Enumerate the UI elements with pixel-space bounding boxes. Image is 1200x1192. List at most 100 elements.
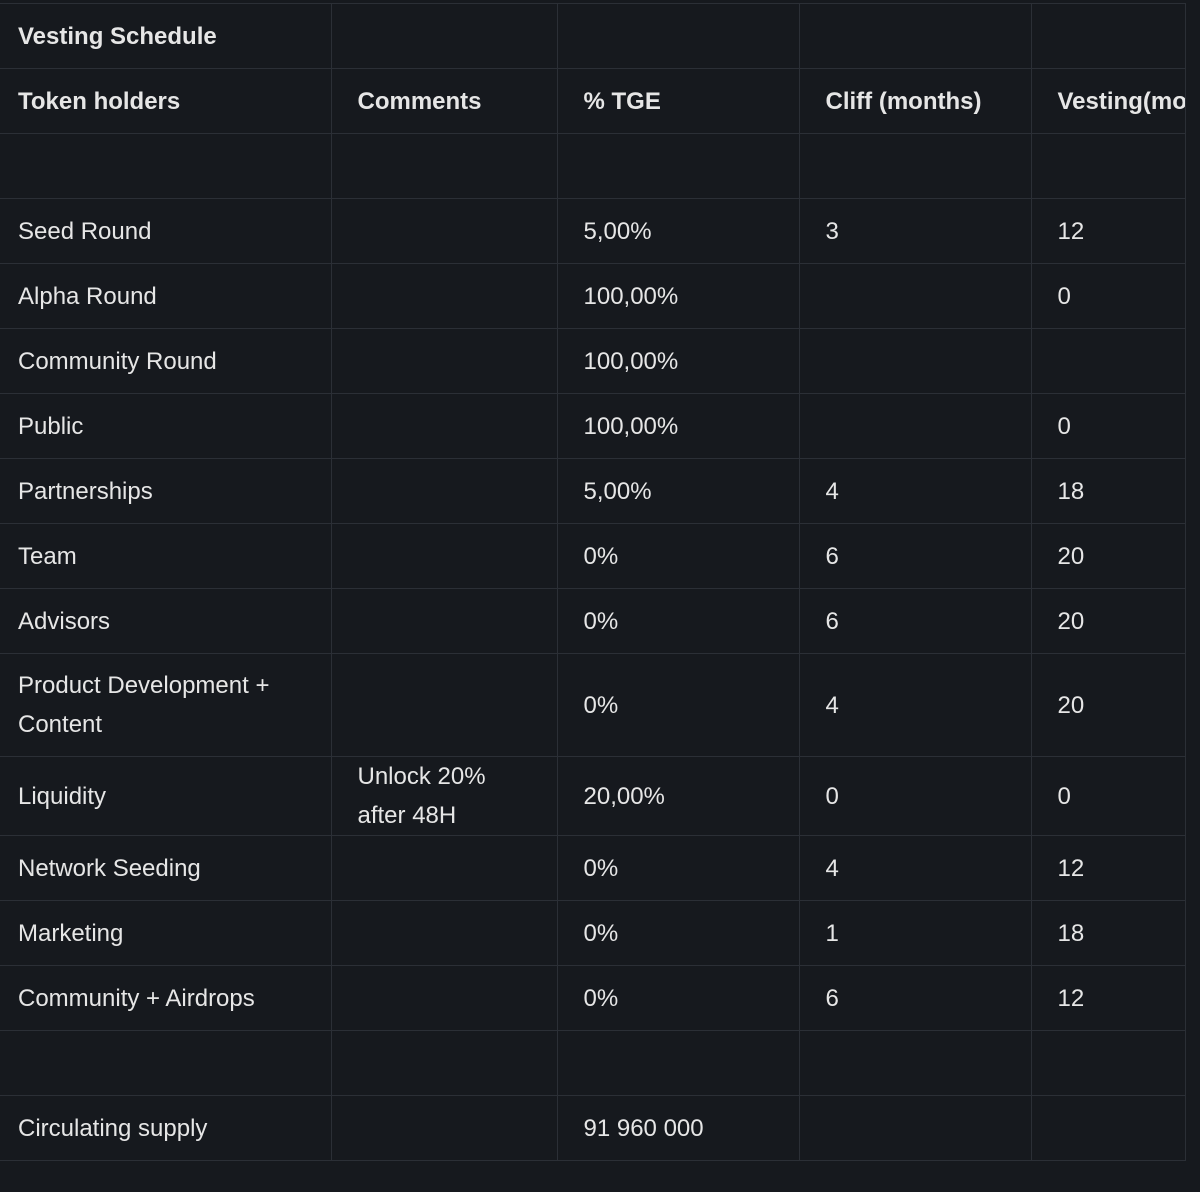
- table-cell: Liquidity: [0, 756, 332, 836]
- table-cell: [799, 1095, 1032, 1161]
- table-row: Community + Airdrops 0% 6 12: [0, 965, 1186, 1031]
- table-cell: Team: [0, 523, 332, 589]
- table-cell: [331, 835, 558, 901]
- table-row: Advisors 0% 6 20: [0, 588, 1186, 654]
- table-row: Public 100,00% 0: [0, 393, 1186, 459]
- table-cell: Seed Round: [0, 198, 332, 264]
- table-cell: [331, 1030, 558, 1096]
- table-cell: [331, 198, 558, 264]
- table-row: Product Development + Content 0% 4 20: [0, 653, 1186, 757]
- table-cell: 4: [799, 458, 1032, 524]
- table-cell: 0%: [557, 900, 800, 966]
- table-cell: [331, 588, 558, 654]
- table-cell: 91 960 000: [557, 1095, 800, 1161]
- table-cell: 100,00%: [557, 263, 800, 329]
- table-cell: [331, 133, 558, 199]
- table-row: Community Round 100,00%: [0, 328, 1186, 394]
- table-cell: 1: [799, 900, 1032, 966]
- table-cell: 0%: [557, 523, 800, 589]
- table-cell: [799, 328, 1032, 394]
- table-cell: Network Seeding: [0, 835, 332, 901]
- table-row: Vesting Schedule: [0, 3, 1186, 69]
- table-cell: [331, 523, 558, 589]
- table-cell: [799, 1030, 1032, 1096]
- table-cell: 20,00%: [557, 756, 800, 836]
- table-cell: [331, 458, 558, 524]
- table-cell: [331, 653, 558, 757]
- table-cell: [331, 3, 558, 69]
- table-cell: 0%: [557, 588, 800, 654]
- table-cell: 18: [1031, 458, 1186, 524]
- table-cell: 12: [1031, 835, 1186, 901]
- table-cell: 6: [799, 588, 1032, 654]
- table-cell: 0%: [557, 653, 800, 757]
- table-cell: Vesting Schedule: [0, 3, 332, 69]
- table-cell: % TGE: [557, 68, 800, 134]
- table-row: Network Seeding 0% 4 12: [0, 835, 1186, 901]
- table-cell: [799, 263, 1032, 329]
- table-row: Partnerships 5,00% 4 18: [0, 458, 1186, 524]
- table-cell: 0%: [557, 965, 800, 1031]
- table-cell: [1031, 328, 1186, 394]
- table-cell: [331, 900, 558, 966]
- table-cell: [557, 1030, 800, 1096]
- table-cell: 5,00%: [557, 458, 800, 524]
- table-cell: [1031, 3, 1186, 69]
- vesting-table: Vesting Schedule Token holders Comments% T…: [0, 3, 1186, 1161]
- table-cell: Advisors: [0, 588, 332, 654]
- table-cell: Public: [0, 393, 332, 459]
- table-cell: Marketing: [0, 900, 332, 966]
- table-cell: Vesting(mo: [1031, 68, 1186, 134]
- table-cell: 0: [799, 756, 1032, 836]
- table-cell: Community + Airdrops: [0, 965, 332, 1031]
- table-row: Alpha Round 100,00% 0: [0, 263, 1186, 329]
- table-cell: [0, 1030, 332, 1096]
- table-cell: [331, 263, 558, 329]
- table-row: [0, 1030, 1186, 1096]
- table-cell: 4: [799, 653, 1032, 757]
- table-cell: 12: [1031, 965, 1186, 1031]
- table-row: Team 0% 6 20: [0, 523, 1186, 589]
- table-cell: [331, 1095, 558, 1161]
- table-cell: 6: [799, 523, 1032, 589]
- table-cell: [1031, 1095, 1186, 1161]
- table-cell: 100,00%: [557, 393, 800, 459]
- table-cell: 3: [799, 198, 1032, 264]
- table-cell: 20: [1031, 653, 1186, 757]
- table-cell: 100,00%: [557, 328, 800, 394]
- table-cell: 4: [799, 835, 1032, 901]
- table-cell: 0: [1031, 263, 1186, 329]
- table-cell: [799, 393, 1032, 459]
- table-cell: 0: [1031, 756, 1186, 836]
- table-cell: 20: [1031, 523, 1186, 589]
- table-cell: Cliff (months): [799, 68, 1032, 134]
- table-cell: 18: [1031, 900, 1186, 966]
- table-cell: 12: [1031, 198, 1186, 264]
- table-cell: Circulating supply: [0, 1095, 332, 1161]
- table-cell: [331, 965, 558, 1031]
- table-cell: [1031, 1030, 1186, 1096]
- table-cell: 0%: [557, 835, 800, 901]
- table-cell: [1031, 133, 1186, 199]
- table-cell: [331, 328, 558, 394]
- table-cell: [799, 133, 1032, 199]
- table-cell: 6: [799, 965, 1032, 1031]
- table-row: Seed Round 5,00% 3 12: [0, 198, 1186, 264]
- table-cell: [331, 393, 558, 459]
- table-row: Liquidity Unlock 20% after 48H 20,00% 0 0: [0, 756, 1186, 836]
- table-cell: 0: [1031, 393, 1186, 459]
- table-cell: [0, 133, 332, 199]
- table-cell: 5,00%: [557, 198, 800, 264]
- table-cell: [799, 3, 1032, 69]
- table-cell: Token holders: [0, 68, 332, 134]
- table-cell: Partnerships: [0, 458, 332, 524]
- table-cell: Unlock 20% after 48H: [331, 756, 558, 836]
- table-cell: [557, 133, 800, 199]
- table-row: Circulating supply 91 960 000: [0, 1095, 1186, 1161]
- table-cell: 20: [1031, 588, 1186, 654]
- table-cell: Alpha Round: [0, 263, 332, 329]
- table-row: [0, 133, 1186, 199]
- table-cell: Community Round: [0, 328, 332, 394]
- table-cell: [557, 3, 800, 69]
